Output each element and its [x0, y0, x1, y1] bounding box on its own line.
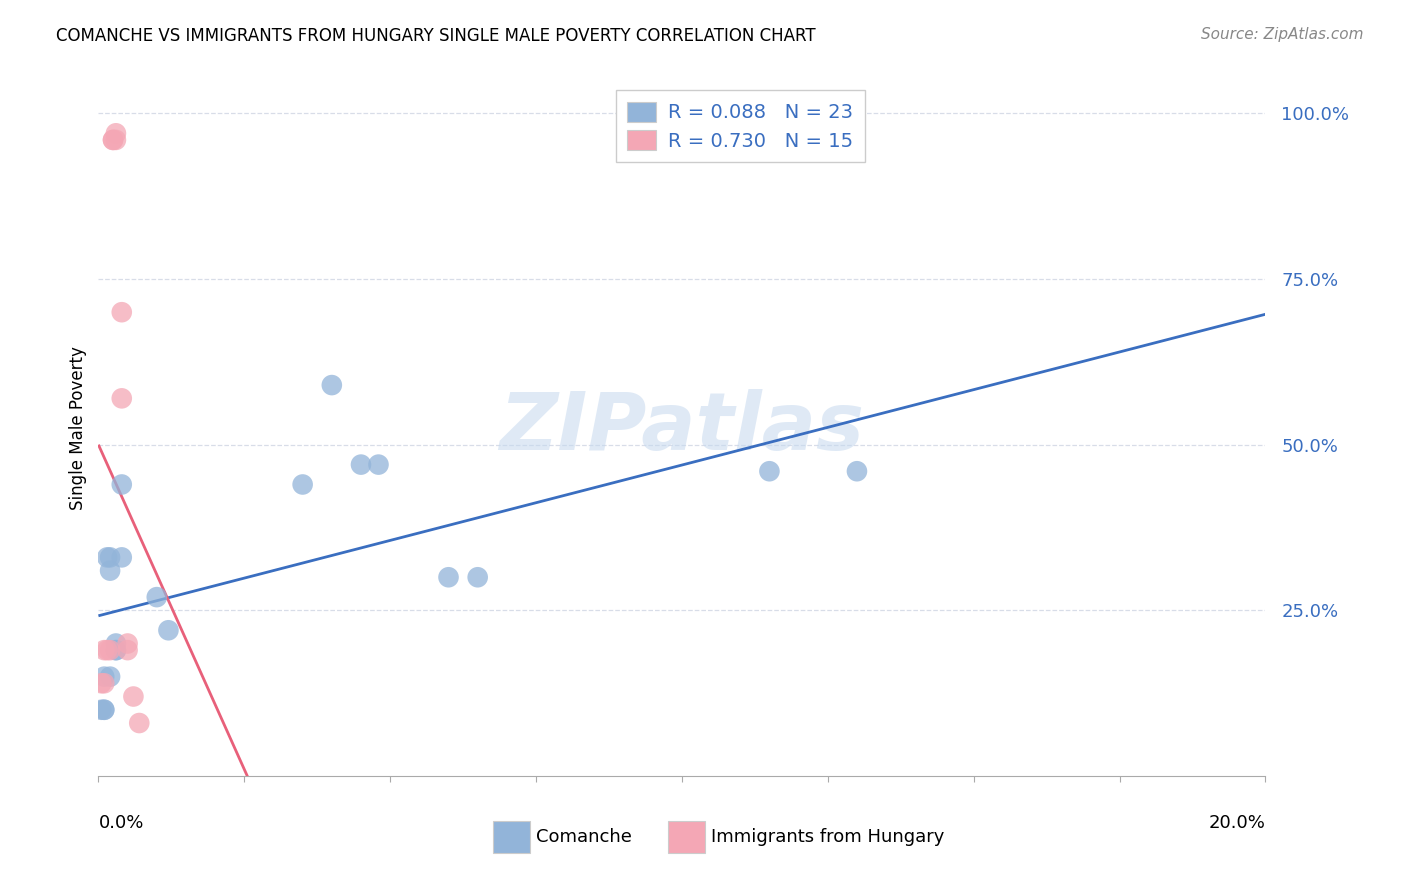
Point — [128, 716, 150, 731]
Point — [104, 636, 127, 650]
Point — [90, 676, 112, 690]
FancyBboxPatch shape — [668, 821, 706, 853]
Point — [98, 564, 121, 578]
Point — [98, 550, 121, 565]
Point — [117, 636, 139, 650]
Point — [96, 550, 118, 565]
Point — [350, 458, 373, 472]
Point — [104, 643, 127, 657]
Point — [111, 550, 134, 565]
Point — [104, 643, 127, 657]
Point — [93, 703, 115, 717]
Point — [157, 624, 180, 638]
Point — [117, 643, 139, 657]
Point — [111, 392, 134, 406]
Point — [93, 703, 115, 717]
Point — [437, 570, 460, 584]
Text: Comanche: Comanche — [536, 828, 631, 846]
Y-axis label: Single Male Poverty: Single Male Poverty — [69, 346, 87, 510]
Point — [93, 670, 115, 684]
Point — [98, 670, 121, 684]
Point — [90, 703, 112, 717]
Point — [96, 643, 118, 657]
Text: 0.0%: 0.0% — [98, 814, 143, 832]
FancyBboxPatch shape — [494, 821, 530, 853]
Point — [846, 464, 869, 478]
Legend: R = 0.088   N = 23, R = 0.730   N = 15: R = 0.088 N = 23, R = 0.730 N = 15 — [616, 90, 865, 162]
Point — [104, 133, 127, 147]
Point — [98, 643, 121, 657]
Point — [93, 643, 115, 657]
Point — [101, 133, 124, 147]
Point — [104, 126, 127, 140]
Point — [93, 676, 115, 690]
Point — [321, 378, 343, 392]
Point — [291, 477, 314, 491]
Point — [122, 690, 145, 704]
Point — [467, 570, 489, 584]
Text: 20.0%: 20.0% — [1209, 814, 1265, 832]
Text: Immigrants from Hungary: Immigrants from Hungary — [711, 828, 945, 846]
Text: COMANCHE VS IMMIGRANTS FROM HUNGARY SINGLE MALE POVERTY CORRELATION CHART: COMANCHE VS IMMIGRANTS FROM HUNGARY SING… — [56, 27, 815, 45]
Point — [146, 590, 169, 604]
Point — [111, 477, 134, 491]
Text: ZIPatlas: ZIPatlas — [499, 389, 865, 467]
Text: Source: ZipAtlas.com: Source: ZipAtlas.com — [1201, 27, 1364, 42]
Point — [758, 464, 780, 478]
Point — [367, 458, 389, 472]
Point — [101, 133, 124, 147]
Point — [111, 305, 134, 319]
